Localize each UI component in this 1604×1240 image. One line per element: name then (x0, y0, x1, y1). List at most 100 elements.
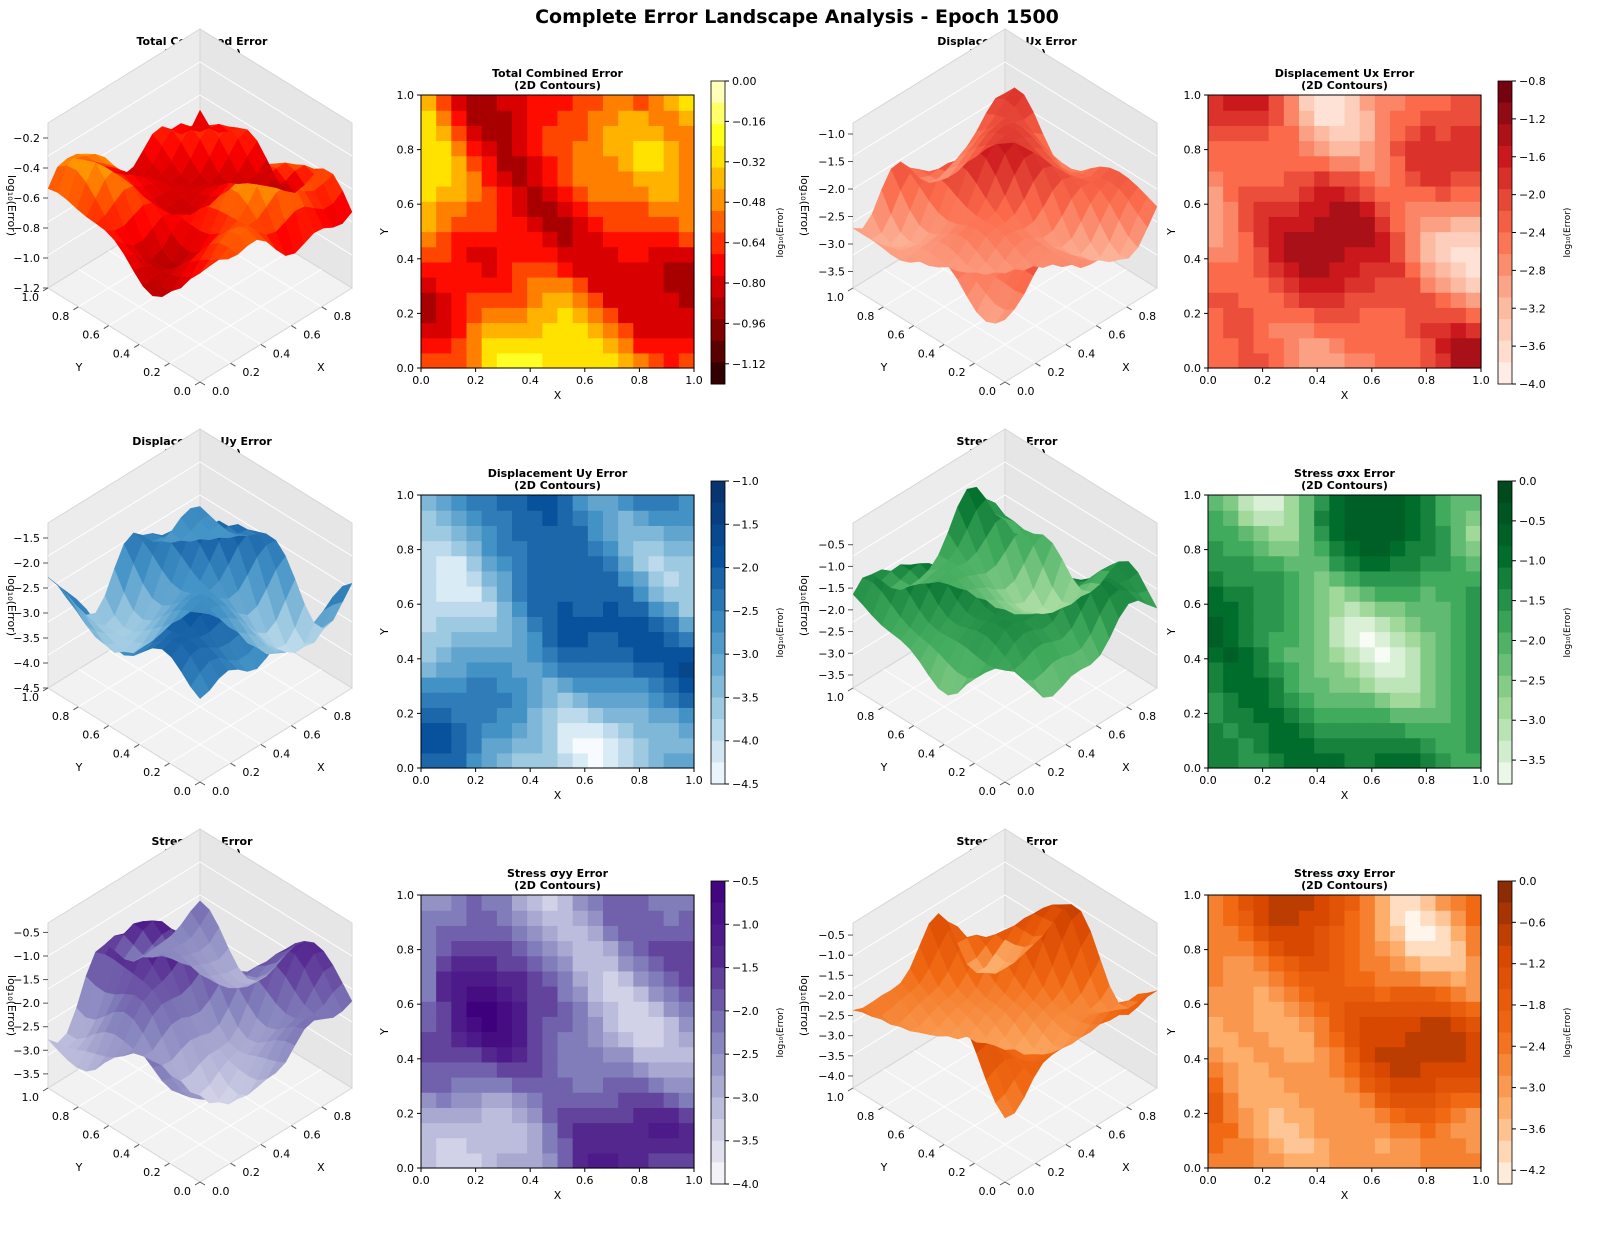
contour-cell (1223, 722, 1239, 739)
contour-cell (1299, 601, 1315, 617)
contour-cell (557, 1077, 574, 1093)
contour-cell (1450, 155, 1467, 172)
x-tick-label: 0.2 (242, 766, 260, 779)
contour-cell (1253, 616, 1270, 633)
contour-cell (587, 1046, 604, 1063)
contour-cell (451, 895, 468, 911)
grid-line (974, 668, 1127, 764)
contour-cell (648, 646, 665, 663)
contour-cell (512, 1137, 528, 1154)
contour-cell (1359, 292, 1376, 308)
colorbar-label: log₁₀(Error) (1563, 208, 1573, 258)
contour-cell (466, 1031, 483, 1048)
contour-cell (1253, 277, 1270, 293)
y-tick-label: 0.0 (979, 385, 997, 398)
contour-cell (1299, 1016, 1315, 1033)
contour-cell (466, 186, 483, 202)
colorbar-tick-label: −1.8 (1519, 999, 1546, 1012)
panel-title: Total Combined Error (492, 67, 624, 80)
y-axis-label: Y (75, 761, 83, 774)
contour-cell (1268, 677, 1285, 693)
contour-cell (1268, 1016, 1285, 1033)
contour-cell (1283, 895, 1300, 911)
contour-cell (557, 1031, 574, 1048)
x-axis-label: X (1122, 361, 1130, 374)
contour-cell (1283, 677, 1300, 693)
contour-cell (1329, 110, 1346, 126)
colorbar-band (711, 967, 725, 990)
contour-cell (678, 692, 695, 708)
contour-cell (663, 186, 680, 202)
contour-cell (648, 1077, 665, 1093)
contour-cell (1299, 910, 1315, 926)
colorbar-tick-label: −1.2 (1519, 113, 1546, 126)
colorbar-band (1498, 989, 1512, 1012)
contour-cell (1253, 570, 1270, 587)
contour-cell (648, 261, 665, 278)
contour-cell (1405, 1001, 1421, 1017)
contour-cell (633, 540, 650, 557)
contour-cell (1465, 1061, 1482, 1078)
contour-cell (1238, 307, 1255, 324)
contour-cell (1314, 140, 1330, 157)
contour-cell (1359, 95, 1376, 111)
contour-cell (1268, 661, 1285, 678)
contour-cell (1283, 337, 1300, 354)
grid-line (47, 494, 201, 590)
contour-cell (618, 586, 634, 602)
contour-cell (572, 337, 589, 354)
contour-cell (1208, 1092, 1224, 1108)
contour-cell (436, 1077, 452, 1093)
contour-cell (496, 752, 513, 769)
contour-cell (663, 646, 680, 663)
contour-cell (527, 201, 543, 217)
contour-cell (1283, 352, 1300, 369)
contour-cell (1344, 1077, 1361, 1093)
contour-cell (1329, 155, 1346, 172)
contour-cell (1253, 110, 1270, 126)
contour-cell (678, 955, 695, 972)
contour-cell (1465, 307, 1482, 324)
contour-cell (618, 231, 634, 248)
grid-line (199, 861, 353, 957)
contour-cell (1329, 292, 1346, 308)
contour-cell (1405, 155, 1421, 172)
contour-cell (1253, 986, 1270, 1002)
contour-cell (1359, 910, 1376, 926)
contour-cell (451, 110, 468, 126)
contour-cell (1405, 970, 1421, 987)
y-axis-label: Y (1165, 228, 1178, 236)
contour-cell (1465, 1031, 1482, 1048)
contour-cell (436, 722, 452, 739)
contour-cell (421, 322, 437, 339)
contour-cell (1390, 970, 1406, 987)
contour-cell (678, 586, 695, 602)
contour-cell (466, 555, 483, 572)
contour-cell (1208, 186, 1224, 202)
contour-cell (618, 510, 634, 526)
contour-cell (1450, 352, 1467, 369)
x-tick-mark (260, 743, 267, 748)
contour-cell (1268, 1107, 1285, 1124)
contour-cell (603, 631, 619, 648)
contour-cell (587, 677, 604, 693)
contour-cell (1329, 307, 1346, 324)
contour-cell (421, 1031, 437, 1048)
contour-cell (557, 155, 574, 172)
contour-cell (678, 646, 695, 663)
contour-cell (1390, 986, 1406, 1002)
contour-cell (1253, 586, 1270, 602)
contour-cell (618, 186, 634, 202)
contour-cell (1253, 895, 1270, 911)
x-tick-mark (290, 1125, 297, 1130)
contour-cell (481, 155, 498, 172)
contour-cell (1268, 125, 1285, 142)
contour-cell (1223, 1077, 1239, 1093)
contour-cell (1268, 1061, 1285, 1078)
contour-cell (512, 525, 528, 542)
x-tick-mark (230, 362, 236, 367)
contour-cell (678, 292, 695, 308)
y-tick-label: 0.2 (1184, 307, 1202, 320)
contour-cell (1390, 1077, 1406, 1093)
contour-cell (542, 940, 559, 957)
